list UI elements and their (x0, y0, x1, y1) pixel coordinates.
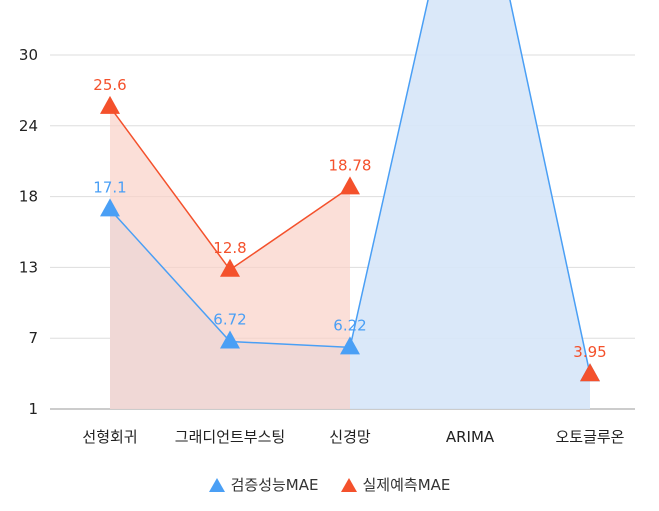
series-area (110, 106, 350, 410)
axis-layer: 1 7 13 18 24 30 선형회귀 그래디언트부스팅 신경망 ARIMA 오토글루온 (19, 46, 625, 446)
data-point-marker (220, 330, 240, 349)
area-layer (110, 0, 590, 410)
data-label: 6.22 (333, 316, 366, 334)
data-point-marker (220, 258, 240, 277)
triangle-icon (208, 477, 225, 492)
x-tick-label: 신경망 (329, 428, 371, 446)
marker-layer (100, 95, 600, 382)
legend-label-series-1: 검증성능MAE (230, 476, 319, 494)
mae-area-chart: 17.16.726.2250.525.612.818.783.95 171318… (19, 0, 635, 446)
label-layer: 17.16.726.2250.525.612.818.783.95 (93, 76, 606, 361)
x-tick-label: 그래디언트부스팅 (175, 428, 285, 446)
data-label: 6.72 (213, 311, 246, 329)
x-tick-label: 오토글루온 (555, 428, 624, 446)
y-tick-label: 18 (19, 188, 38, 206)
legend: 검증성능MAE 실제예측MAE (0, 474, 659, 495)
x-tick-label: 선형회귀 (82, 428, 137, 446)
data-point-marker (340, 176, 360, 195)
data-point-marker (100, 198, 120, 217)
data-label: 17.1 (93, 178, 126, 196)
legend-item-series-2[interactable]: 실제예측MAE (340, 474, 451, 495)
triangle-icon (340, 477, 357, 492)
series-area (110, 0, 590, 409)
data-point-marker (580, 363, 600, 382)
data-label: 3.95 (573, 343, 606, 361)
data-point-marker (340, 336, 360, 355)
x-tick-label: ARIMA (446, 428, 495, 446)
data-label: 25.6 (93, 76, 126, 94)
y-tick-label: 24 (19, 117, 38, 135)
y-tick-label: 1 (28, 400, 38, 418)
legend-item-series-1[interactable]: 검증성능MAE (208, 474, 319, 495)
data-label: 18.78 (329, 156, 372, 174)
legend-label-series-2: 실제예측MAE (362, 476, 451, 494)
y-tick-label: 7 (28, 329, 38, 347)
y-tick-label: 30 (19, 46, 38, 64)
data-label: 12.8 (213, 239, 246, 257)
y-tick-label: 13 (19, 258, 38, 276)
data-point-marker (100, 95, 120, 114)
